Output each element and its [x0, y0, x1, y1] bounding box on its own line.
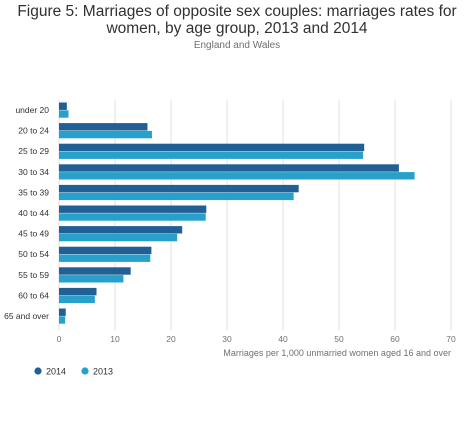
bar-2014-40-to-44: [59, 205, 207, 213]
bar-2013-20-to-24: [59, 130, 152, 139]
x-tick-label: 10: [110, 334, 120, 344]
bar-2013-55-to-59: [59, 275, 124, 283]
y-category-label: 60 to 64: [18, 290, 49, 300]
bar-2013-25-to-29: [59, 151, 364, 159]
legend-marker-2014: [34, 367, 42, 375]
chart-title: Figure 5: Marriages of opposite sex coup…: [17, 3, 457, 37]
bar-2013-30-to-34: [59, 172, 415, 180]
bar-2014-60-to-64: [59, 287, 97, 296]
bar-2013-under-20: [59, 110, 69, 118]
bar-2013-50-to-54: [59, 254, 151, 262]
y-category-label: 50 to 54: [18, 249, 49, 259]
bar-2014-50-to-54: [59, 246, 152, 255]
x-tick-label: 30: [222, 334, 232, 344]
x-tick-label: 20: [166, 334, 176, 344]
y-category-label: 30 to 34: [18, 167, 49, 177]
bar-2013-40-to-44: [59, 213, 206, 221]
legend-marker-2013: [81, 367, 89, 375]
bar-2014-55-to-59: [59, 267, 131, 275]
bar-2014-35-to-39: [59, 184, 299, 193]
bar-2014-20-to-24: [59, 123, 148, 131]
y-category-label: 20 to 24: [18, 126, 49, 136]
x-axis-label: Marriages per 1,000 unmarried women aged…: [223, 348, 451, 358]
bar-2014-30-to-34: [59, 164, 399, 172]
y-category-label: 25 to 29: [18, 146, 49, 156]
legend-label-2014: 2014: [46, 367, 66, 377]
legend-label-2013: 2013: [93, 367, 113, 377]
chart-subtitle: England and Wales: [193, 40, 281, 51]
x-tick-label: 60: [390, 334, 400, 344]
x-tick-label: 40: [278, 334, 288, 344]
bar-2014-45-to-49: [59, 226, 183, 234]
y-category-label: 35 to 39: [18, 187, 49, 197]
y-category-label: 65 and over: [4, 311, 49, 321]
y-category-label: 40 to 44: [18, 208, 49, 218]
bar-2014-65-and-over: [59, 308, 66, 316]
x-tick-label: 70: [446, 334, 456, 344]
bar-2013-35-to-39: [59, 192, 294, 201]
y-category-label: 55 to 59: [18, 270, 49, 280]
bar-2013-45-to-49: [59, 233, 178, 242]
bar-2014-25-to-29: [59, 143, 365, 152]
bar-2013-60-to-64: [59, 295, 95, 304]
x-tick-label: 0: [57, 334, 62, 344]
y-category-label: 45 to 49: [18, 229, 49, 239]
bar-2014-under-20: [59, 102, 67, 110]
bar-2013-65-and-over: [59, 316, 66, 324]
x-tick-label: 50: [334, 334, 344, 344]
y-category-label: under 20: [15, 105, 49, 115]
